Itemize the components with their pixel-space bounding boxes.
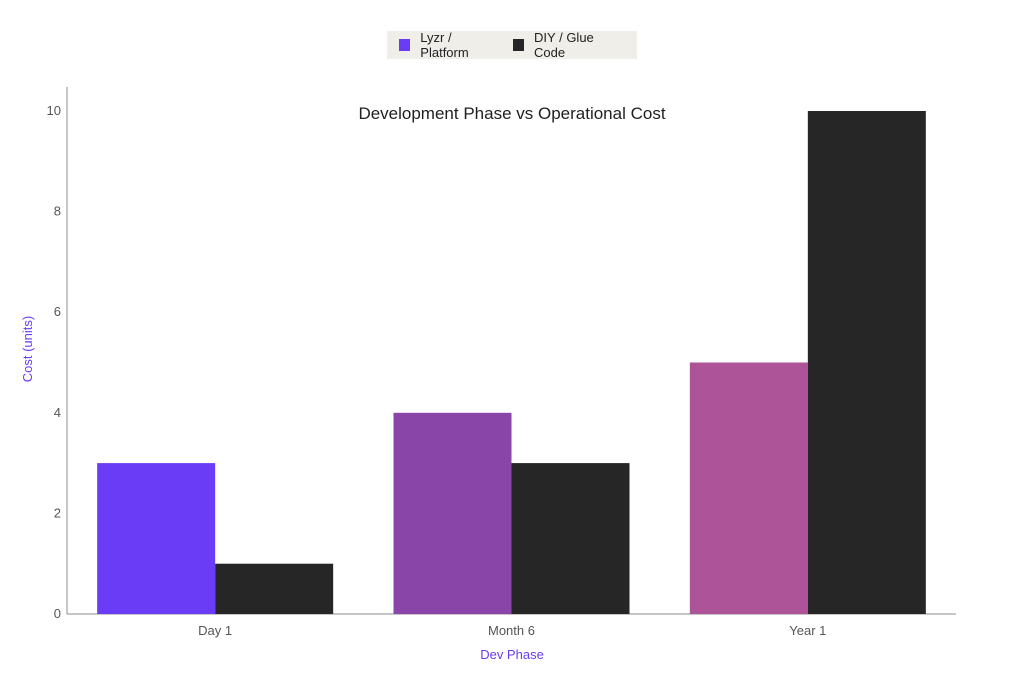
bar-diy-0 xyxy=(215,563,334,614)
legend-label-lyzr: Lyzr / Platform xyxy=(420,30,469,60)
chart-marks: 0 2 4 6 8 10 Day 1 Month 6 Year 1 xyxy=(47,87,956,638)
legend: Lyzr / Platform DIY / Glue Code xyxy=(387,30,637,60)
bar-lyzr-0 xyxy=(97,463,216,614)
y-axis-title: Cost (units) xyxy=(20,316,35,382)
y-tick-label: 0 xyxy=(54,606,61,621)
y-tick-label: 2 xyxy=(54,505,61,520)
chart-title: Development Phase vs Operational Cost xyxy=(358,104,665,123)
bar-lyzr-1 xyxy=(393,412,512,614)
x-tick-label: Year 1 xyxy=(789,623,826,638)
y-tick-label: 4 xyxy=(54,405,61,420)
bar-diy-1 xyxy=(511,463,630,614)
bar-lyzr-2 xyxy=(689,362,808,614)
legend-label-diy: DIY / Glue Code xyxy=(534,30,594,60)
legend-swatch-diy xyxy=(512,39,525,51)
x-tick-label: Month 6 xyxy=(488,623,535,638)
legend-swatch-lyzr xyxy=(399,39,411,51)
x-tick-label: Day 1 xyxy=(198,623,232,638)
bar-diy-2 xyxy=(807,111,926,614)
legend-item-diy[interactable]: DIY / Glue Code xyxy=(512,30,623,60)
y-tick-label: 10 xyxy=(47,103,61,118)
x-axis-title: Dev Phase xyxy=(480,647,544,662)
y-tick-label: 6 xyxy=(54,304,61,319)
y-tick-label: 8 xyxy=(54,204,61,219)
legend-item-lyzr[interactable]: Lyzr / Platform xyxy=(399,30,499,60)
